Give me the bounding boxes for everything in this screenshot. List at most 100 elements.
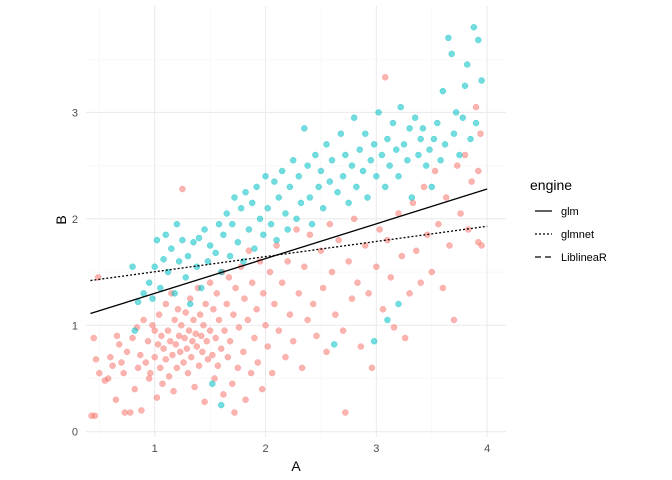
data-point-red	[244, 316, 251, 324]
data-point-red	[235, 324, 243, 331]
data-point-teal	[378, 151, 386, 159]
data-point-teal	[326, 178, 333, 185]
data-point-red	[160, 345, 167, 352]
data-point-red	[379, 306, 387, 313]
data-point-teal	[339, 173, 347, 180]
data-point-teal	[362, 130, 369, 137]
data-point-red	[241, 295, 248, 302]
legend-label-glm: glm	[561, 206, 579, 218]
data-point-red	[151, 327, 158, 334]
data-point-red	[273, 242, 280, 249]
data-point-teal	[293, 215, 300, 223]
data-point-red	[153, 394, 161, 401]
data-point-red	[192, 330, 199, 337]
legend-title: engine	[530, 177, 572, 193]
data-point-red	[118, 359, 125, 366]
data-point-teal	[375, 109, 382, 116]
data-point-teal	[461, 82, 469, 90]
data-point-red	[365, 290, 372, 297]
data-point-red	[182, 309, 189, 316]
data-point-red	[306, 231, 314, 239]
data-point-red	[157, 364, 164, 372]
data-point-teal	[308, 220, 316, 228]
data-point-teal	[415, 151, 422, 159]
data-point-red	[211, 375, 218, 382]
data-point-teal	[317, 167, 325, 175]
data-point-teal	[400, 141, 408, 148]
data-point-teal	[278, 167, 286, 175]
data-point-teal	[182, 274, 189, 281]
data-point-red	[477, 130, 484, 137]
data-point-red	[295, 290, 302, 297]
data-point-red	[472, 103, 480, 111]
data-point-teal	[262, 173, 269, 180]
data-point-red	[173, 364, 181, 372]
data-point-teal	[478, 77, 485, 84]
data-point-red	[313, 332, 320, 340]
data-point-red	[172, 341, 179, 348]
data-point-teal	[153, 236, 161, 244]
data-point-teal	[417, 135, 424, 143]
data-point-red	[144, 338, 152, 345]
data-point-teal	[273, 236, 280, 244]
data-point-teal	[370, 141, 378, 148]
data-point-red	[213, 290, 220, 297]
data-point-red	[195, 362, 203, 369]
data-point-red	[376, 226, 383, 233]
data-point-red	[266, 268, 274, 276]
data-point-red	[390, 324, 398, 331]
data-point-red	[92, 356, 100, 363]
data-point-red	[147, 369, 154, 377]
data-point-red	[286, 311, 294, 318]
data-point-teal	[319, 204, 327, 212]
data-point-red	[326, 220, 333, 228]
data-point-red	[339, 327, 347, 334]
data-point-red	[142, 359, 150, 366]
data-point-red	[249, 279, 256, 286]
data-point-red	[446, 242, 453, 249]
x-tick-label: 2	[262, 443, 268, 455]
y-tick-label: 1	[72, 320, 78, 332]
data-point-red	[260, 290, 267, 297]
data-point-red	[435, 220, 442, 228]
data-point-red	[278, 279, 286, 286]
data-point-red	[332, 311, 339, 318]
data-point-teal	[297, 199, 305, 207]
y-tick-label: 2	[72, 214, 78, 226]
data-point-red	[413, 247, 420, 254]
data-point-teal	[282, 210, 289, 217]
data-point-teal	[323, 141, 330, 148]
data-point-red	[209, 351, 216, 359]
data-point-red	[304, 316, 311, 324]
data-point-teal	[348, 162, 356, 169]
data-point-red	[162, 356, 169, 363]
data-point-teal	[253, 183, 260, 191]
data-point-red	[301, 263, 308, 270]
data-point-red	[210, 306, 217, 313]
data-point-teal	[331, 341, 338, 348]
data-points	[88, 24, 485, 419]
data-point-red	[203, 338, 210, 345]
data-point-red	[420, 183, 428, 191]
fit-line-glm	[90, 188, 488, 315]
data-point-teal	[328, 157, 336, 164]
data-point-red	[212, 334, 219, 342]
data-point-teal	[408, 194, 416, 201]
data-point-teal	[242, 189, 249, 196]
data-point-red	[319, 284, 327, 292]
data-point-teal	[212, 249, 219, 257]
data-point-teal	[151, 263, 158, 270]
data-point-teal	[452, 109, 460, 116]
data-point-teal	[171, 290, 178, 297]
data-point-teal	[179, 236, 186, 244]
data-point-teal	[356, 146, 363, 153]
y-axis-ticks: 0 1 2 3	[72, 107, 78, 438]
data-point-red	[159, 380, 166, 387]
data-point-teal	[306, 194, 314, 201]
data-point-teal	[382, 183, 389, 191]
data-point-teal	[364, 194, 371, 201]
data-point-red	[167, 338, 174, 345]
legend-label-glmnet: glmnet	[561, 229, 594, 241]
data-point-teal	[393, 146, 400, 153]
